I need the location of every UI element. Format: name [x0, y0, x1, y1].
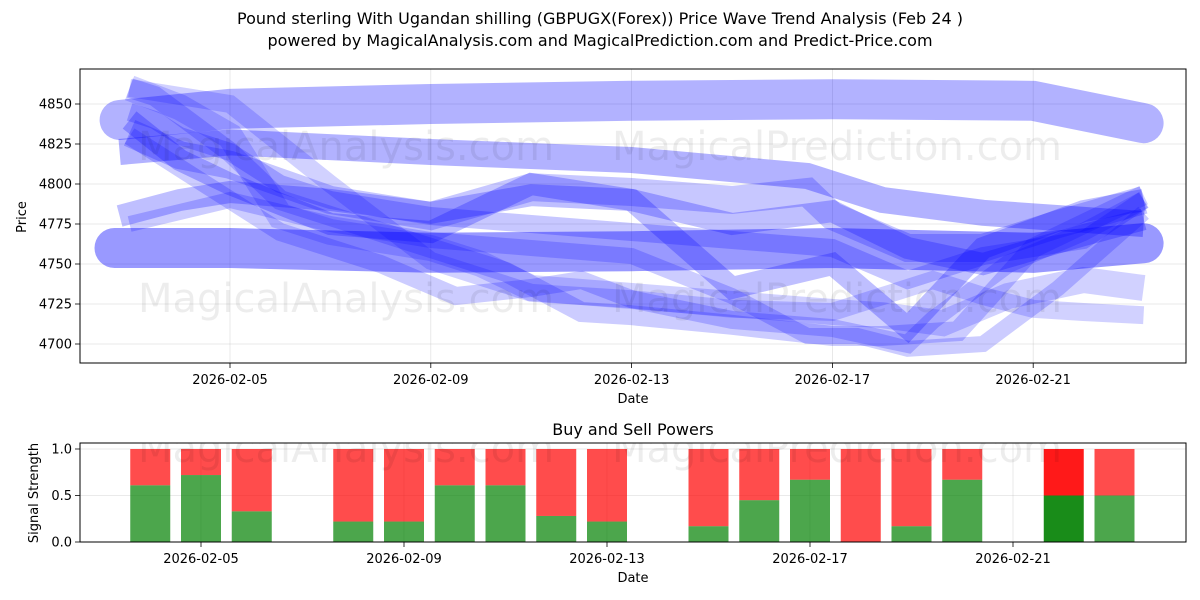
sell-bar-2026-02-09 — [384, 449, 424, 522]
buy-bar-2026-02-04 — [130, 485, 171, 542]
watermark-text: MagicalPrediction.com — [612, 124, 1062, 170]
top-y-tick-label: 4850 — [39, 98, 72, 113]
wave-10-line — [128, 79, 1145, 325]
wave-8-line — [124, 75, 1146, 337]
top-x-tick-label: 2026-02-13 — [594, 373, 670, 388]
buy-bar-2026-02-13 — [587, 521, 627, 542]
wave-12-line — [126, 103, 1149, 290]
wave-1-line — [99, 79, 1164, 144]
signal-bars-group — [130, 449, 1135, 542]
chart-title: Pound sterling With Ugandan shilling (GB… — [237, 9, 963, 28]
chart-subtitle: powered by MagicalAnalysis.com and Magic… — [267, 31, 933, 50]
wave-11-line — [123, 120, 1148, 262]
top-y-tick-label: 4700 — [39, 338, 72, 353]
sell-bar-2026-02-16 — [739, 449, 780, 501]
sell-bar-2026-02-19 — [891, 449, 932, 527]
top-y-axis-label: Price — [15, 201, 30, 233]
top-x-tick-label: 2026-02-17 — [795, 373, 871, 388]
sell-bar-2026-02-11 — [485, 449, 526, 486]
bottom-plot-frame — [79, 442, 1187, 543]
sell-bar-2026-02-23 — [1094, 449, 1135, 496]
wave-7-line — [126, 78, 1148, 346]
wave-4-line — [116, 180, 1147, 276]
bottom-x-tick-label: 2026-02-21 — [975, 552, 1051, 567]
top-y-tick-label: 4825 — [39, 138, 72, 153]
watermark-text: MagicalAnalysis.com — [138, 124, 554, 170]
top-y-tick-label: 4725 — [39, 298, 72, 313]
buy-bar-2026-02-19 — [891, 526, 932, 542]
top-y-tick-label: 4775 — [39, 218, 72, 233]
buy-bar-2026-02-06 — [231, 511, 272, 542]
bottom-y-tick-label: 1.0 — [51, 443, 72, 458]
buy-bar-2026-02-22 — [1043, 495, 1084, 542]
buy-bar-2026-02-15 — [688, 526, 729, 542]
top-plot-frame — [79, 68, 1187, 364]
buy-bar-2026-02-20 — [942, 479, 983, 542]
bottom-x-tick-label: 2026-02-05 — [163, 552, 239, 567]
buy-bar-2026-02-12 — [536, 515, 577, 542]
bottom-x-tick-label: 2026-02-13 — [569, 552, 645, 567]
sell-bar-2026-02-05 — [181, 449, 221, 476]
sell-bar-2026-02-08 — [333, 449, 374, 522]
wave-9-line — [127, 191, 1149, 357]
sell-bar-2026-02-20 — [942, 449, 983, 480]
top-y-tick-label: 4800 — [39, 178, 72, 193]
top-watermarks: MagicalAnalysis.com MagicalPrediction.co… — [138, 124, 1062, 322]
buy-bar-2026-02-09 — [384, 521, 424, 542]
wave-3-line — [118, 129, 1145, 237]
sell-bar-2026-02-04 — [130, 449, 171, 486]
sell-bar-2026-02-17 — [790, 449, 830, 480]
bottom-axes: 0.0 0.5 1.0 2026-02-05 2026-02-09 2026-02-13 2… — [51, 443, 1050, 568]
watermark-text: MagicalAnalysis.com — [138, 426, 554, 472]
sell-bar-2026-02-15 — [688, 449, 729, 527]
sell-bar-2026-02-22 — [1043, 449, 1084, 496]
bottom-x-tick-label: 2026-02-17 — [772, 552, 848, 567]
bottom-x-tick-label: 2026-02-09 — [366, 552, 442, 567]
top-axes: 4700 4725 4750 4775 4800 4825 4850 2026-02-05 20… — [39, 98, 1071, 389]
sell-bar-2026-02-18 — [840, 449, 881, 542]
wave-6-line — [124, 128, 1148, 354]
top-x-axis-label: Date — [617, 392, 648, 407]
bottom-y-tick-label: 0.0 — [51, 536, 72, 551]
watermark-text: MagicalPrediction.com — [612, 276, 1062, 322]
buy-bar-2026-02-17 — [790, 479, 830, 542]
buy-bar-2026-02-05 — [181, 475, 221, 542]
bottom-x-axis-label: Date — [617, 571, 648, 586]
buy-bar-2026-02-08 — [333, 521, 374, 542]
sell-bar-2026-02-06 — [231, 449, 272, 512]
buy-bar-2026-02-23 — [1094, 495, 1135, 542]
buy-bar-2026-02-10 — [434, 485, 475, 542]
wave-2-line — [94, 223, 1164, 273]
top-x-tick-label: 2026-02-05 — [192, 373, 268, 388]
watermark-text: MagicalAnalysis.com — [138, 276, 554, 322]
sell-bar-2026-02-12 — [536, 449, 577, 516]
wave-series-group — [94, 75, 1164, 357]
sell-bar-2026-02-13 — [587, 449, 627, 522]
top-x-tick-label: 2026-02-09 — [393, 373, 469, 388]
wave-5-line — [122, 111, 1146, 344]
buy-bar-2026-02-16 — [739, 500, 780, 542]
top-grid — [80, 69, 1186, 363]
top-y-tick-label: 4750 — [39, 258, 72, 273]
bottom-y-axis-label: Signal Strength — [27, 443, 42, 543]
top-x-tick-label: 2026-02-21 — [995, 373, 1071, 388]
watermark-text: MagicalPrediction.com — [612, 426, 1062, 472]
sell-bar-2026-02-10 — [434, 449, 475, 486]
chart-title-block: Pound sterling With Ugandan shilling (GB… — [0, 8, 1200, 52]
buy-bar-2026-02-11 — [485, 485, 526, 542]
bottom-y-tick-label: 0.5 — [51, 489, 72, 504]
bottom-watermarks: MagicalAnalysis.com MagicalPrediction.co… — [138, 426, 1062, 472]
bottom-chart-title: Buy and Sell Powers — [552, 420, 714, 439]
